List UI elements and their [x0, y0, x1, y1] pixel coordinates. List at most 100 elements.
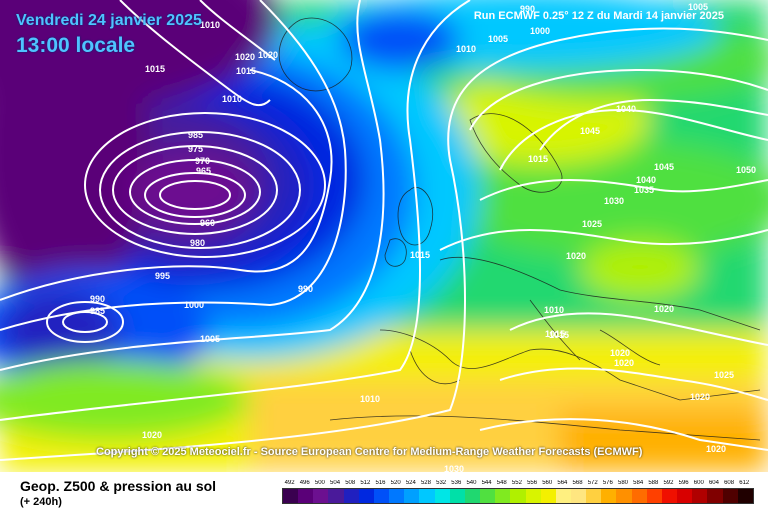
scale-labels: 492 496 500 504 508 512 516 520 524 528 532 536 540 5… — [282, 480, 752, 486]
scale-tick-label: 580 — [618, 480, 629, 486]
scale-swatch — [631, 489, 647, 503]
scale-tick-label: 596 — [678, 480, 689, 486]
scale-tick-label: 568 — [572, 480, 583, 486]
copyright-notice: Copyright © 2025 Meteociel.fr - Source E… — [96, 446, 643, 458]
isobar-label: 1010 — [222, 94, 242, 104]
isobar-label: 1045 — [580, 126, 600, 136]
isobar-label: 1005 — [488, 34, 508, 44]
isobar-label: 990 — [298, 284, 313, 294]
scale-swatch — [586, 489, 602, 503]
isobar-label: 980 — [190, 238, 205, 248]
isobar-label: 990 — [520, 4, 535, 14]
isobar-label: 1005 — [200, 334, 220, 344]
scale-tick-label: 576 — [602, 480, 613, 486]
isobar-label: 1020 — [654, 304, 674, 314]
color-scale: 492 496 500 504 508 512 516 520 524 528 532 536 540 5… — [282, 480, 754, 504]
scale-swatch — [419, 489, 435, 503]
scale-tick-label: 552 — [511, 480, 522, 486]
map-canvas: 990 1000 1005 1010 1015 1020 1020 1010 1… — [0, 0, 768, 472]
isobar-label: 1030 — [604, 196, 624, 206]
isobar-label: 1050 — [736, 165, 756, 175]
isobar-label: 1000 — [184, 300, 204, 310]
isobar-label: 1015 — [236, 66, 256, 76]
scale-tick-label: 524 — [405, 480, 416, 486]
scale-tick-label: 604 — [708, 480, 719, 486]
weather-map: 990 1000 1005 1010 1015 1020 1020 1010 1… — [0, 0, 768, 472]
scale-swatch — [510, 489, 526, 503]
isobar-label: 985 — [90, 306, 105, 316]
isobar-label: 1005 — [688, 2, 708, 12]
scale-tick-label: 588 — [648, 480, 659, 486]
scale-swatch — [570, 489, 587, 503]
scale-tick-label: 572 — [587, 480, 598, 486]
scale-swatch — [661, 489, 678, 503]
scale-swatch — [404, 489, 420, 503]
scale-swatch — [283, 489, 299, 503]
isobar-label: 1040 — [616, 104, 636, 114]
scale-tick-label: 540 — [466, 480, 477, 486]
scale-tick-label: 500 — [314, 480, 325, 486]
isobar-label: 1015 — [545, 329, 565, 339]
isobar-label: 1025 — [582, 219, 602, 229]
scale-tick-label: 592 — [663, 480, 674, 486]
isobar-label: 990 — [90, 294, 105, 304]
scale-tick-label: 528 — [420, 480, 431, 486]
isobar-labels: 990 1000 1005 1010 1015 1020 1020 1010 1… — [90, 2, 756, 472]
isobar-label: 1015 — [145, 64, 165, 74]
scale-tick-label: 564 — [557, 480, 568, 486]
scale-swatch — [464, 489, 481, 503]
scale-tick-label: 532 — [436, 480, 447, 486]
map-footer: Geop. Z500 & pression au sol (+ 240h) 49… — [0, 472, 768, 512]
isobar-label: 1020 — [142, 430, 162, 440]
local-time: 13:00 locale — [16, 34, 136, 57]
scale-swatch — [480, 489, 496, 503]
isobar-label: 1010 — [200, 20, 220, 30]
scale-swatch — [343, 489, 359, 503]
isobar-label: 1010 — [544, 305, 564, 315]
scale-swatch — [373, 489, 390, 503]
scale-swatch — [313, 489, 329, 503]
isobar-label: 1040 — [636, 175, 656, 185]
scale-tick-label: 560 — [542, 480, 553, 486]
isobar-label: 1020 — [706, 444, 726, 454]
isobar-label: 960 — [200, 218, 215, 228]
isobar-label: 1020 — [614, 358, 634, 368]
isobar-label: 1045 — [654, 162, 674, 172]
scale-tick-label: 612 — [739, 480, 750, 486]
isobars — [0, 0, 768, 460]
valid-date: Vendredi 24 janvier 2025 — [16, 12, 202, 29]
scale-swatch — [646, 489, 662, 503]
scale-tick-label: 508 — [345, 480, 356, 486]
isobar-label: 1025 — [714, 370, 734, 380]
scale-swatch — [737, 489, 753, 503]
isobar-label: 1035 — [634, 185, 654, 195]
scale-swatch — [298, 489, 314, 503]
isobar-label: 975 — [188, 144, 203, 154]
isobar-label: 985 — [188, 130, 203, 140]
isobar-label: 1015 — [528, 154, 548, 164]
scale-bar — [282, 488, 754, 504]
isobar-label: 1020 — [610, 348, 630, 358]
scale-swatch — [358, 489, 374, 503]
isobar-label: 1010 — [360, 394, 380, 404]
isobar-label: 965 — [196, 166, 211, 176]
forecast-lead-time: (+ 240h) — [20, 496, 62, 508]
scale-swatch — [555, 489, 571, 503]
isobar-label: 970 — [195, 156, 210, 166]
scale-tick-label: 512 — [360, 480, 371, 486]
scale-tick-label: 504 — [330, 480, 341, 486]
isobar-label: 1020 — [690, 392, 710, 402]
scale-tick-label: 496 — [299, 480, 310, 486]
scale-swatch — [389, 489, 405, 503]
scale-tick-label: 600 — [693, 480, 704, 486]
scale-swatch — [525, 489, 541, 503]
scale-swatch — [601, 489, 617, 503]
scale-tick-label: 584 — [633, 480, 644, 486]
scale-swatch — [540, 489, 556, 503]
isobar-label: 1015 — [549, 330, 569, 340]
isobar-label: 1020 — [566, 251, 586, 261]
scale-swatch — [616, 489, 632, 503]
run-info: Run ECMWF 0.25° 12 Z du Mardi 14 janvier… — [473, 10, 724, 22]
scale-swatch — [495, 489, 511, 503]
scale-tick-label: 536 — [451, 480, 462, 486]
